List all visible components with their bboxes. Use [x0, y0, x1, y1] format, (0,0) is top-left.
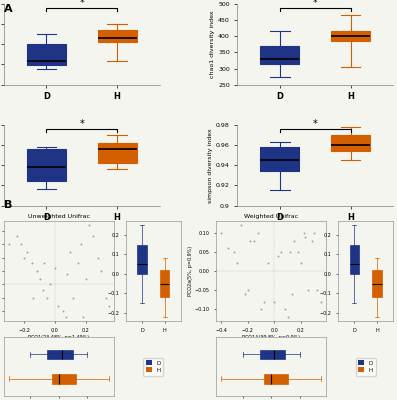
Point	[67, 249, 73, 255]
Point	[289, 291, 295, 297]
Text: B: B	[4, 200, 12, 210]
Point	[260, 298, 267, 305]
PathPatch shape	[331, 135, 370, 151]
Point	[63, 314, 69, 320]
Title: Unweighted Unifrac: Unweighted Unifrac	[28, 214, 90, 219]
Point	[287, 249, 293, 255]
X-axis label: PCO1A(39.8%, p=0.9%): PCO1A(39.8%, p=0.9%)	[242, 335, 300, 340]
Point	[24, 249, 31, 255]
Point	[106, 303, 112, 309]
Point	[271, 298, 278, 305]
Point	[64, 270, 70, 277]
Text: A: A	[4, 4, 13, 14]
PathPatch shape	[264, 374, 288, 384]
Point	[285, 314, 291, 320]
Point	[247, 237, 254, 244]
PathPatch shape	[260, 147, 299, 171]
Point	[282, 306, 288, 312]
Point	[85, 222, 92, 228]
Point	[308, 237, 315, 244]
Text: *: *	[313, 118, 318, 128]
Point	[311, 230, 317, 236]
Point	[33, 268, 40, 274]
Point	[90, 233, 96, 239]
Point	[231, 249, 238, 255]
Point	[242, 291, 248, 297]
Point	[75, 260, 81, 266]
Point	[251, 237, 258, 244]
Point	[13, 233, 20, 239]
Point	[95, 254, 101, 261]
PathPatch shape	[160, 270, 170, 297]
Point	[302, 234, 308, 240]
Point	[234, 260, 240, 266]
Point	[304, 287, 311, 293]
Point	[30, 295, 37, 301]
PathPatch shape	[372, 270, 382, 297]
PathPatch shape	[27, 149, 66, 182]
Point	[83, 276, 89, 282]
Y-axis label: PCO2a(5%, p=0.9%): PCO2a(5%, p=0.9%)	[188, 246, 193, 296]
Point	[55, 303, 61, 309]
Point	[98, 268, 104, 274]
Point	[255, 230, 262, 236]
Point	[79, 314, 86, 320]
X-axis label: PCO1(23.48%, p=1.49%): PCO1(23.48%, p=1.49%)	[28, 335, 89, 340]
Point	[225, 245, 231, 251]
Point	[275, 252, 281, 259]
PathPatch shape	[350, 245, 359, 274]
Point	[238, 222, 244, 228]
Point	[314, 287, 320, 293]
Text: *: *	[79, 118, 84, 128]
Text: *: *	[313, 0, 318, 8]
PathPatch shape	[98, 143, 137, 163]
Title: Weighted Unifrac: Weighted Unifrac	[244, 214, 298, 219]
Point	[295, 249, 301, 255]
Point	[21, 254, 27, 261]
Point	[218, 230, 224, 236]
PathPatch shape	[260, 350, 285, 359]
PathPatch shape	[331, 32, 370, 41]
Point	[18, 241, 24, 247]
Text: *: *	[79, 0, 84, 8]
Legend: D, H: D, H	[356, 358, 376, 376]
Point	[301, 230, 307, 236]
PathPatch shape	[27, 44, 66, 65]
PathPatch shape	[260, 46, 299, 64]
Point	[37, 276, 43, 282]
Point	[60, 308, 66, 314]
Point	[102, 295, 109, 301]
Point	[6, 241, 12, 247]
Point	[264, 260, 271, 266]
Point	[52, 265, 58, 272]
PathPatch shape	[47, 350, 73, 359]
PathPatch shape	[137, 245, 146, 274]
Y-axis label: simpson diversity index: simpson diversity index	[208, 128, 213, 203]
Y-axis label: chao1 diversity index: chao1 diversity index	[210, 10, 215, 78]
Point	[40, 287, 46, 293]
Legend: D, H: D, H	[143, 358, 163, 376]
Point	[278, 249, 284, 255]
Point	[44, 295, 50, 301]
Point	[245, 287, 251, 293]
Point	[318, 298, 324, 305]
Point	[258, 306, 264, 312]
Point	[41, 260, 47, 266]
Point	[70, 295, 77, 301]
Point	[78, 241, 84, 247]
PathPatch shape	[52, 374, 76, 384]
Point	[298, 260, 304, 266]
Point	[291, 237, 297, 244]
PathPatch shape	[98, 30, 137, 42]
Point	[47, 281, 54, 288]
Point	[29, 260, 35, 266]
